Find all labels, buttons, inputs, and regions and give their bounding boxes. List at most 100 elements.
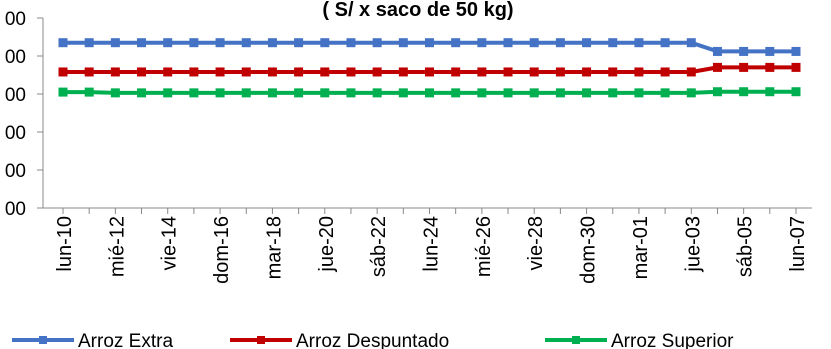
data-point <box>294 88 304 98</box>
data-point <box>58 87 68 97</box>
data-point <box>189 38 199 48</box>
data-point <box>555 67 565 77</box>
legend-marker <box>572 336 580 344</box>
data-point <box>372 88 382 98</box>
y-tick-label: 00 <box>5 123 26 144</box>
data-point <box>712 46 722 56</box>
data-point <box>451 88 461 98</box>
data-point <box>425 38 434 48</box>
legend-item: Arroz Despuntado <box>230 331 449 349</box>
data-point <box>451 67 461 77</box>
data-point <box>608 38 618 48</box>
data-point <box>372 38 382 48</box>
data-point <box>189 88 199 98</box>
data-point <box>346 67 356 77</box>
x-tick-label: mié-26 <box>473 216 495 277</box>
data-point <box>739 62 749 72</box>
x-tick-label: sáb-22 <box>368 216 390 277</box>
data-point <box>582 67 592 77</box>
data-point <box>660 38 670 48</box>
series-group <box>58 38 801 98</box>
x-tick-label: vie-14 <box>159 216 181 270</box>
data-point <box>294 38 304 48</box>
data-point <box>791 46 801 56</box>
data-point <box>58 38 68 48</box>
data-point <box>110 88 120 98</box>
x-tick-labels: lun-10 mié-12 vie-14 dom-16 mar-18 jue-20 sáb-… <box>54 216 809 284</box>
data-point <box>346 38 356 48</box>
data-point <box>765 62 775 72</box>
data-point <box>267 38 277 48</box>
data-point <box>241 67 251 77</box>
data-point <box>634 38 644 48</box>
x-tick-label: dom-30 <box>578 216 600 284</box>
data-point <box>791 62 801 72</box>
y-tick-labels: 00 00 00 00 00 00 <box>5 9 26 220</box>
data-point <box>582 38 592 48</box>
legend-item: Arroz Extra <box>12 331 173 349</box>
data-point <box>660 88 670 98</box>
legend-label: Arroz Superior <box>611 331 734 349</box>
x-tick-label: lun-24 <box>421 216 443 272</box>
data-point <box>608 88 618 98</box>
legend-marker <box>39 336 47 344</box>
legend-item: Arroz Superior <box>545 331 734 349</box>
legend-label: Arroz Despuntado <box>296 331 449 349</box>
chart-title: ( S/ x saco de 50 kg) <box>322 0 513 21</box>
x-tick-label: lun-07 <box>787 216 809 272</box>
data-point <box>555 88 565 98</box>
data-point <box>503 38 513 48</box>
data-point <box>163 88 173 98</box>
y-tick-label: 00 <box>5 85 26 106</box>
legend-marker <box>257 336 265 344</box>
x-tick-label: jue-20 <box>316 216 338 273</box>
data-point <box>582 88 592 98</box>
data-point <box>765 87 775 97</box>
axes <box>37 17 812 214</box>
data-point <box>425 88 434 98</box>
y-tick-label: 00 <box>5 199 26 220</box>
y-tick-label: 00 <box>5 161 26 182</box>
data-point <box>189 67 199 77</box>
data-point <box>215 67 225 77</box>
data-point <box>346 88 356 98</box>
x-tick-label: mar-01 <box>630 216 652 279</box>
data-point <box>267 67 277 77</box>
y-tick-label: 00 <box>5 9 26 30</box>
data-point <box>137 38 147 48</box>
data-point <box>477 88 487 98</box>
data-point <box>294 67 304 77</box>
data-point <box>686 67 696 77</box>
data-point <box>712 62 722 72</box>
data-point <box>320 88 330 98</box>
data-point <box>477 38 487 48</box>
series-0 <box>58 38 801 56</box>
data-point <box>215 38 225 48</box>
data-point <box>215 88 225 98</box>
data-point <box>686 88 696 98</box>
x-tick-label: mié-12 <box>106 216 128 277</box>
data-point <box>529 38 539 48</box>
series-1 <box>58 62 801 77</box>
legend-label: Arroz Extra <box>78 331 173 349</box>
data-point <box>634 88 644 98</box>
y-tick-label: 00 <box>5 47 26 68</box>
data-point <box>503 67 513 77</box>
data-point <box>84 67 94 77</box>
data-point <box>503 88 513 98</box>
x-tick-label: vie-28 <box>525 216 547 270</box>
series-2 <box>58 87 801 98</box>
data-point <box>477 67 487 77</box>
data-point <box>608 67 618 77</box>
data-point <box>58 67 68 77</box>
x-tick-label: lun-10 <box>54 216 76 272</box>
data-point <box>241 88 251 98</box>
data-point <box>372 67 382 77</box>
data-point <box>163 67 173 77</box>
data-point <box>241 38 251 48</box>
data-point <box>739 87 749 97</box>
x-tick-label: sáb-05 <box>735 216 757 277</box>
data-point <box>163 38 173 48</box>
data-point <box>137 88 147 98</box>
data-point <box>686 38 696 48</box>
